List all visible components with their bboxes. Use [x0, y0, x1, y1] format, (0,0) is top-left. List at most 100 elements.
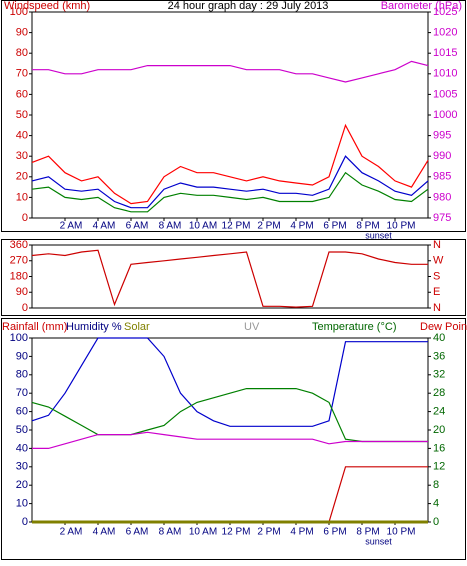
y2-tick-label: 975: [433, 212, 451, 224]
panel-frame: [1, 239, 466, 316]
y-tick-label: 270: [10, 255, 28, 267]
y2-tick-label: 4: [433, 498, 439, 510]
y-tick-label: 0: [22, 302, 28, 314]
legend-entry: Temperature (°C): [312, 321, 396, 333]
legend-entry: UV: [244, 321, 260, 333]
legend-entry: Humidity %: [66, 321, 122, 333]
y2-tick-label: 8: [433, 479, 439, 491]
y2-tick-label: 1010: [433, 68, 457, 80]
y2-tick-label: 40: [433, 332, 445, 344]
y-tick-label: 80: [16, 47, 28, 59]
y-tick-label: 90: [16, 27, 28, 39]
x-tick-label: 8 PM: [356, 221, 379, 232]
y-tick-label: 20: [16, 171, 28, 183]
series-line: [31, 249, 428, 308]
y2-tick-label: 990: [433, 150, 451, 162]
y-tick-label: 30: [16, 150, 28, 162]
series-line: [31, 155, 429, 209]
x-tick-label: 10 PM: [387, 527, 416, 538]
y-tick-label: 90: [16, 350, 28, 362]
legend-entry: Dew Point: [420, 321, 467, 333]
y2-tick-label: 980: [433, 191, 451, 203]
y2-tick-label: 1000: [433, 109, 457, 121]
y-tick-label: 40: [16, 130, 28, 142]
x-tick-label: 8 PM: [356, 527, 379, 538]
legend-entry: Rainfall (mm): [2, 321, 67, 333]
y2-tick-label: 1025: [433, 6, 457, 18]
y-tick-label: 0: [22, 516, 28, 528]
series-line: [31, 171, 429, 213]
series-line: [32, 60, 429, 83]
y2-tick-label: 28: [433, 387, 445, 399]
y2-tick-label: W: [433, 255, 444, 267]
y2-tick-label: 995: [433, 130, 451, 142]
x-tick-label: 4 PM: [290, 527, 313, 538]
x-tick-label: 12 PM: [222, 221, 251, 232]
y-tick-label: 40: [16, 442, 28, 454]
y-tick-label: 180: [10, 270, 28, 282]
y2-tick-label: 32: [433, 369, 445, 381]
panel-frame: [1, 0, 466, 232]
x-tick-label: 2 AM: [60, 527, 83, 538]
y2-tick-label: 1015: [433, 47, 457, 59]
y2-tick-label: 1005: [433, 88, 457, 100]
y-tick-label: 50: [16, 109, 28, 121]
panel-frame: [1, 318, 466, 560]
y2-tick-label: 0: [433, 516, 439, 528]
y-tick-label: 360: [10, 239, 28, 251]
y-tick-label: 60: [16, 88, 28, 100]
x-tick-label: 2 PM: [257, 221, 280, 232]
x-tick-label: 4 PM: [290, 221, 313, 232]
y-tick-label: 70: [16, 68, 28, 80]
y-tick-label: 100: [10, 6, 28, 18]
series-line: [31, 337, 428, 427]
series-line: [31, 388, 428, 443]
annotation: sunset: [365, 536, 392, 546]
x-tick-label: 8 AM: [159, 527, 182, 538]
y-tick-label: 10: [16, 498, 28, 510]
x-tick-label: 10 AM: [189, 527, 217, 538]
y-tick-label: 80: [16, 369, 28, 381]
y2-tick-label: N: [433, 239, 441, 251]
x-tick-label: 4 AM: [93, 527, 116, 538]
y-tick-label: 60: [16, 406, 28, 418]
x-tick-label: 2 PM: [257, 527, 280, 538]
y2-tick-label: 24: [433, 406, 445, 418]
x-tick-label: 10 AM: [189, 221, 217, 232]
y-tick-label: 90: [16, 286, 28, 298]
series-line: [32, 431, 428, 449]
y-tick-label: 0: [22, 212, 28, 224]
legend-entry: Solar: [124, 321, 150, 333]
plot-area: [31, 244, 429, 309]
x-tick-label: 6 AM: [126, 221, 149, 232]
y-tick-label: 100: [10, 332, 28, 344]
x-tick-label: 6 AM: [126, 527, 149, 538]
y2-tick-label: 36: [433, 350, 445, 362]
y2-tick-label: 1020: [433, 27, 457, 39]
y-tick-label: 30: [16, 461, 28, 473]
y2-tick-label: 16: [433, 442, 445, 454]
plot-area: [31, 337, 429, 523]
y2-tick-label: N: [433, 302, 441, 314]
x-tick-label: 12 PM: [222, 527, 251, 538]
y-tick-label: 50: [16, 424, 28, 436]
chart-title: 24 hour graph day : 29 July 2013: [168, 0, 329, 12]
y2-tick-label: 20: [433, 424, 445, 436]
series-line: [31, 123, 429, 205]
y2-axis-label: Barometer (hPa): [381, 0, 462, 12]
x-tick-label: 2 AM: [60, 221, 83, 232]
x-tick-label: 10 PM: [387, 221, 416, 232]
x-tick-label: 6 PM: [323, 527, 346, 538]
y-tick-label: 10: [16, 191, 28, 203]
y2-tick-label: 985: [433, 171, 451, 183]
y-tick-label: 20: [16, 479, 28, 491]
y-tick-label: 70: [16, 387, 28, 399]
y2-tick-label: E: [433, 286, 440, 298]
series-line: [32, 466, 428, 523]
y-axis-label: Windspeed (kmh): [4, 0, 90, 12]
y2-tick-label: S: [433, 270, 440, 282]
x-tick-label: 8 AM: [159, 221, 182, 232]
annotation: sunset: [365, 230, 392, 240]
x-tick-label: 6 PM: [323, 221, 346, 232]
